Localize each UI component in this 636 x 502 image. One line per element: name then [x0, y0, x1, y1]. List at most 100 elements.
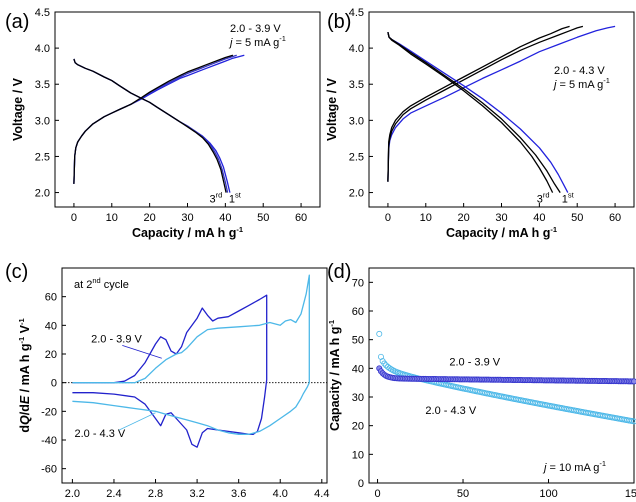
y-tick-label: -20 — [41, 406, 57, 418]
x-tick-label: 3.2 — [189, 488, 204, 500]
y-tick-label: 4.5 — [35, 7, 50, 19]
y-axis-label-sup: -1 — [327, 320, 336, 327]
x-tick-label: 40 — [533, 212, 545, 224]
panel-3: 050100150010203040506070(d)Cycle NumberC… — [327, 261, 636, 500]
y-label-sup: -1 — [17, 318, 26, 325]
data-point — [376, 330, 383, 337]
y-label-part: d — [18, 425, 32, 433]
condition-annotation: 2.0 - 3.9 Vj = 5 mA g-1 — [228, 23, 286, 49]
cycle-note-sup: nd — [92, 276, 100, 285]
y-tick-label: 30 — [352, 392, 364, 404]
y-tick-label: 10 — [352, 449, 364, 461]
series-line — [73, 58, 229, 193]
series-label: 2.0 - 3.9 V — [449, 356, 500, 368]
series-line — [73, 58, 231, 193]
cycle-note: at 2nd cycle — [74, 276, 129, 291]
series-line — [387, 25, 584, 182]
current-unit-sup: -1 — [603, 76, 610, 85]
leader-line — [118, 412, 156, 431]
current-value: = 5 mA g — [232, 37, 279, 49]
series-line — [73, 54, 234, 184]
x-axis-label: Capacity / mA h g-1 — [132, 225, 243, 240]
panel-label: (d) — [327, 261, 351, 283]
x-ticks: 0 10 20 30 40 50 60 — [385, 203, 621, 224]
y-label-part: E — [18, 395, 32, 404]
x-tick-label: 30 — [181, 212, 193, 224]
x-tick-label: 150 — [625, 488, 636, 500]
x-tick-label: 20 — [144, 212, 156, 224]
y-tick-label: 70 — [352, 277, 364, 289]
x-tick-label: 20 — [458, 212, 470, 224]
voltage-window: 2.0 - 4.3 V — [554, 65, 605, 77]
y-label-part: /d — [18, 404, 32, 415]
x-tick-label: 50 — [257, 212, 269, 224]
data-point — [631, 378, 636, 385]
y-tick-label: 60 — [45, 292, 57, 304]
cycle-label: 3rd — [537, 190, 550, 205]
cycle-number: 1 — [229, 193, 235, 205]
y-tick-label: 4.5 — [349, 7, 364, 19]
cycle-suffix: st — [568, 190, 575, 199]
y-label-sup: -1 — [17, 337, 26, 344]
x-tick-label: 2.8 — [148, 488, 163, 500]
y-tick-label: 3.0 — [349, 115, 364, 127]
panel-0: 0 10 20 30 40 50 60 2.0 2.5 3.0 3.5 4.0 4.5 (a) Capaci… — [5, 7, 321, 240]
y-tick-label: 2.0 — [349, 188, 364, 200]
x-tick-label: 100 — [539, 488, 557, 500]
y-tick-label: 20 — [352, 421, 364, 433]
y-axis-label: dQ/dE / mA h g-1 V-1 — [17, 318, 32, 432]
x-tick-label: 4.0 — [273, 488, 288, 500]
y-label-part: / mA h g — [18, 344, 32, 396]
x-tick-label: 0 — [71, 212, 77, 224]
cycle-number: 3 — [209, 193, 215, 205]
current-symbol: j — [552, 79, 557, 91]
leader-line — [122, 345, 162, 359]
y-tick-label: 20 — [45, 349, 57, 361]
x-axis-label-sup: -1 — [236, 225, 243, 234]
panel-2: 2.0 2.4 2.8 3.2 3.6 4.0 4.4 -60 -40 -20 0 20 40 60 (c)… — [5, 261, 329, 500]
cycle-suffix: rd — [543, 190, 550, 199]
x-ticks: 0 10 20 30 40 50 60 — [71, 203, 307, 224]
x-tick-label: 2.4 — [106, 488, 121, 500]
x-tick-label: 60 — [295, 212, 307, 224]
cycle-suffix: st — [235, 190, 242, 199]
panel-label: (b) — [327, 11, 351, 33]
condition-annotation: 2.0 - 4.3 V j = 5 mA g-1 — [552, 65, 610, 91]
cycle-label: 1st — [229, 190, 242, 205]
y-axis-label: Voltage / V — [325, 77, 339, 141]
y-tick-label: 40 — [45, 320, 57, 332]
y-tick-label: 2.5 — [35, 151, 50, 163]
y-label-part: Q — [18, 415, 32, 425]
y-tick-label: 3.0 — [35, 115, 50, 127]
y-tick-label: 50 — [352, 335, 364, 347]
cycle-number: 1 — [562, 193, 568, 205]
series-markers-2.0 - 3.9 V — [376, 365, 636, 385]
x-tick-label: 4.4 — [314, 488, 329, 500]
current-density: j = 10 mA g-1 — [542, 459, 606, 474]
series-label: 2.0 - 3.9 V — [91, 334, 142, 346]
y-tick-label: 40 — [352, 363, 364, 375]
current-value: = 10 mA g — [546, 462, 599, 474]
x-tick-label: 10 — [106, 212, 118, 224]
x-tick-label: 10 — [420, 212, 432, 224]
series-line — [387, 25, 616, 182]
x-tick-label: 30 — [495, 212, 507, 224]
y-tick-label: 4.0 — [35, 43, 50, 55]
y-tick-label: -40 — [41, 435, 57, 447]
voltage-window: 2.0 - 3.9 V — [230, 23, 281, 35]
x-axis-label: Capacity / mA h g-1 — [446, 225, 557, 240]
y-tick-label: 3.5 — [349, 79, 364, 91]
data-point — [631, 418, 636, 425]
y-axis-label: Voltage / V — [11, 77, 25, 141]
series-label: 2.0 - 4.3 V — [74, 428, 125, 440]
y-tick-label: 2.0 — [35, 188, 50, 200]
panel-1: 0 10 20 30 40 50 60 2.0 2.5 3.0 3.5 4.0 4.5(b) Capaci… — [325, 7, 635, 240]
series-line — [72, 294, 268, 448]
current-value: = 5 mA g — [556, 79, 603, 91]
current-symbol: j — [542, 462, 547, 474]
cycle-label: 1st — [562, 190, 575, 205]
x-tick-label: 3.6 — [231, 488, 246, 500]
y-tick-label: 4.0 — [349, 43, 364, 55]
y-tick-label: 0 — [358, 478, 364, 490]
